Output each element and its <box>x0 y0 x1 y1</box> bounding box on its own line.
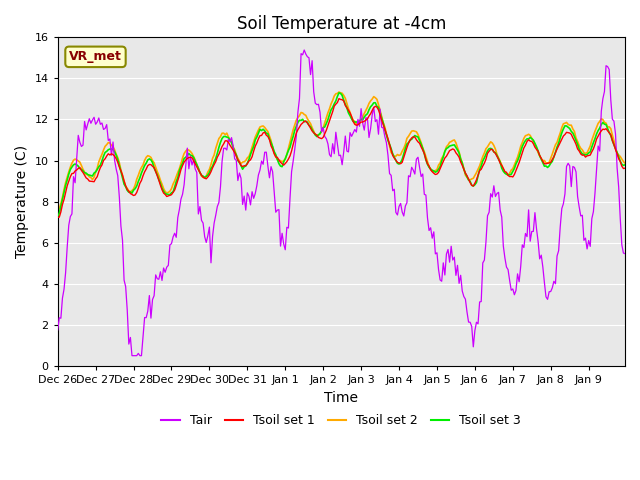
Legend: Tair, Tsoil set 1, Tsoil set 2, Tsoil set 3: Tair, Tsoil set 1, Tsoil set 2, Tsoil se… <box>156 409 526 432</box>
Text: VR_met: VR_met <box>69 50 122 63</box>
X-axis label: Time: Time <box>324 391 358 405</box>
Title: Soil Temperature at -4cm: Soil Temperature at -4cm <box>237 15 446 33</box>
Y-axis label: Temperature (C): Temperature (C) <box>15 145 29 258</box>
